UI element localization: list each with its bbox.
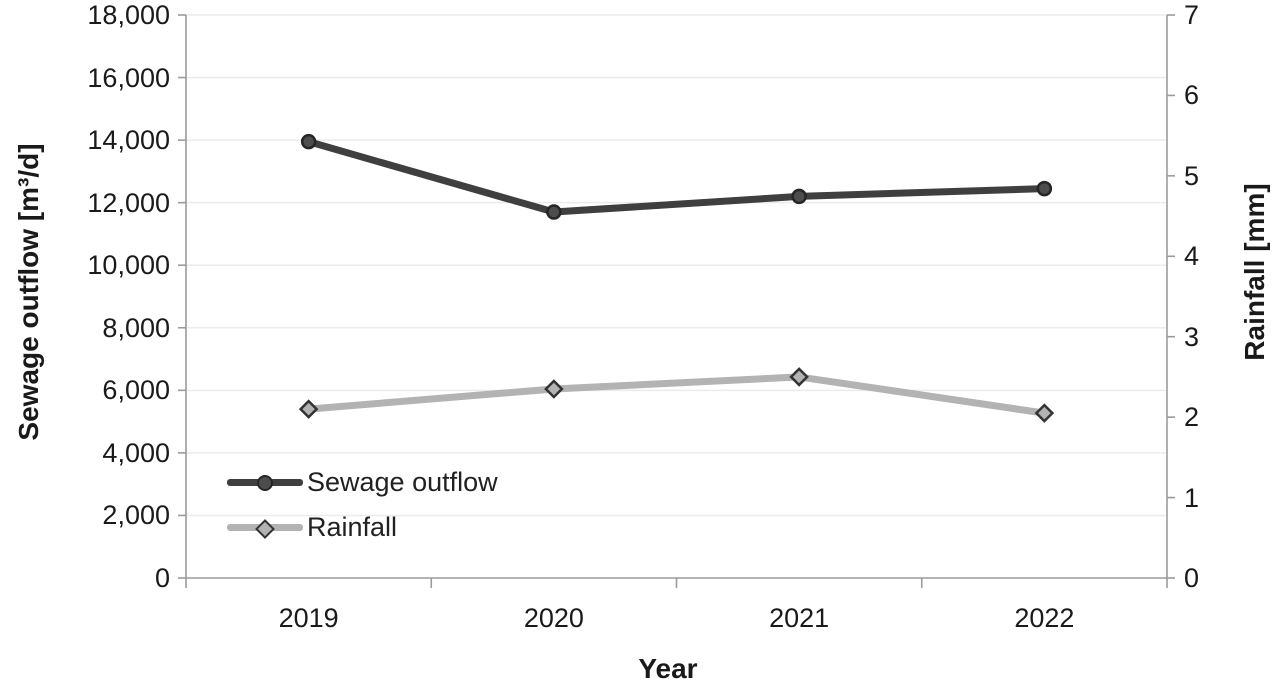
data-point-marker xyxy=(300,133,317,150)
data-point-marker xyxy=(546,204,562,220)
left-axis-tick-label: 0 xyxy=(154,563,170,593)
data-point-marker xyxy=(298,399,319,419)
left-axis-tick-label: 18,000 xyxy=(87,0,170,30)
right-axis-tick-label: 4 xyxy=(1184,241,1200,272)
data-point-marker xyxy=(1036,180,1053,197)
right-axis-tick-label: 5 xyxy=(1184,160,1200,191)
right-axis-tick-label: 1 xyxy=(1184,482,1200,513)
right-axis-tick-label: 6 xyxy=(1184,80,1200,111)
left-axis-tick-label: 6,000 xyxy=(102,375,170,406)
x-axis-tick-label: 2019 xyxy=(278,603,339,633)
legend-item-rainfall: Rainfall xyxy=(227,505,498,550)
left-axis-tick-label: 12,000 xyxy=(87,187,170,218)
right-axis-tick-label: 7 xyxy=(1184,0,1200,30)
series-line-0 xyxy=(305,138,1048,216)
left-axis-tick-label: 16,000 xyxy=(87,62,170,93)
legend: Sewage outflow Rainfall xyxy=(227,460,498,550)
legend-item-sewage-outflow: Sewage outflow xyxy=(227,460,498,505)
data-point-marker xyxy=(789,367,809,387)
right-axis-tick-label: 0 xyxy=(1184,563,1200,593)
left-axis-tick-label: 4,000 xyxy=(102,437,170,468)
series-line-1 xyxy=(305,373,1048,417)
left-axis-tick-label: 14,000 xyxy=(87,125,170,156)
x-axis-tick-label: 2022 xyxy=(1014,603,1075,633)
legend-label-sewage-outflow: Sewage outflow xyxy=(307,467,498,497)
sewage-outflow-line-marker-icon xyxy=(227,474,303,492)
rainfall-line-marker-icon xyxy=(227,518,303,539)
x-axis-tick-label: 2020 xyxy=(523,603,584,633)
x-axis-tick-label: 2021 xyxy=(769,603,830,633)
right-axis-tick-label: 2 xyxy=(1184,402,1200,433)
right-axis-tick-label: 3 xyxy=(1184,321,1200,352)
right-axis-title: Rainfall [mm] xyxy=(1239,183,1270,361)
data-point-marker xyxy=(791,188,807,205)
legend-label-rainfall: Rainfall xyxy=(307,512,398,542)
left-axis-tick-label: 2,000 xyxy=(102,500,170,531)
left-axis-tick-label: 8,000 xyxy=(102,312,170,343)
data-point-marker xyxy=(544,379,564,399)
x-axis-title: Year xyxy=(638,653,698,684)
left-axis-title: Sewage outflow [m³/d] xyxy=(13,143,44,441)
left-axis-tick-label: 10,000 xyxy=(87,250,170,281)
data-point-marker xyxy=(1034,403,1055,423)
